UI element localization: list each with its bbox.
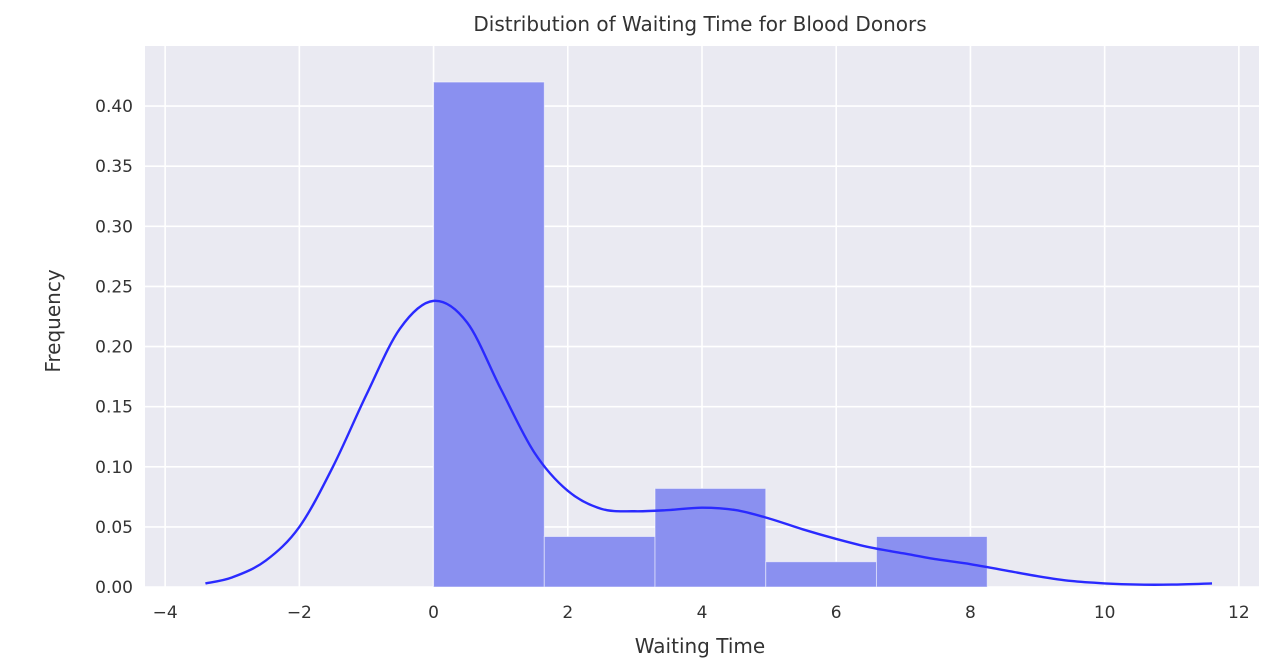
y-tick-label: 0.25 (95, 277, 133, 297)
x-tick-label: 2 (562, 603, 573, 623)
x-tick-label: −2 (287, 603, 312, 623)
x-tick-label: 0 (428, 603, 439, 623)
x-tick-label: 4 (697, 603, 708, 623)
y-tick-label: 0.35 (95, 157, 133, 177)
y-axis-label: Frequency (41, 269, 65, 372)
kde-curve (205, 299, 1213, 586)
y-tick-label: 0.15 (95, 398, 133, 418)
histogram-bar (433, 81, 545, 588)
histogram-bar (875, 536, 988, 588)
y-tick-label: 0.05 (95, 518, 133, 538)
y-tick-label: 0.10 (95, 458, 133, 478)
histogram-bar (543, 536, 656, 588)
x-tick-label: 10 (1094, 603, 1116, 623)
y-tick-label: 0.00 (95, 578, 133, 598)
x-tick-labels: −4 −2 0 2 4 6 8 10 12 (153, 603, 1250, 623)
x-tick-label: 6 (831, 603, 842, 623)
y-tick-labels: 0.00 0.05 0.10 0.15 0.20 0.25 0.30 0.35 0.40 (95, 97, 133, 598)
x-tick-label: −4 (153, 603, 178, 623)
y-tick-label: 0.30 (95, 217, 133, 237)
y-tick-label: 0.40 (95, 97, 133, 117)
kde-curve-group (205, 299, 1213, 586)
x-tick-label: 8 (965, 603, 976, 623)
y-tick-label: 0.20 (95, 338, 133, 358)
chart-title: Distribution of Waiting Time for Blood D… (473, 12, 926, 36)
x-tick-label: 12 (1228, 603, 1250, 623)
histogram-bar (765, 561, 877, 588)
histogram-bar (654, 487, 767, 588)
x-axis-label: Waiting Time (635, 634, 765, 658)
histogram-bars (433, 81, 988, 588)
